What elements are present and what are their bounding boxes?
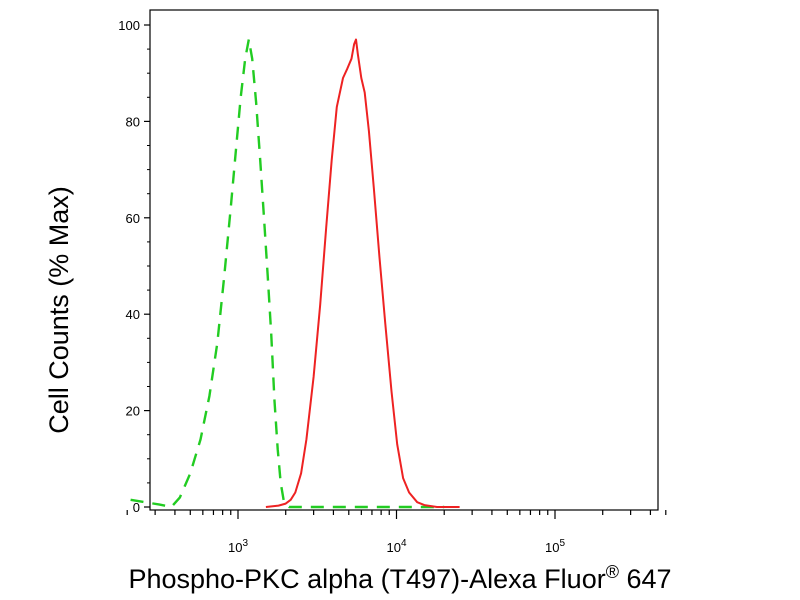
y-tick-label: 0 — [133, 500, 140, 515]
x-tick-base: 10 — [228, 540, 242, 555]
x-tick-base: 10 — [386, 540, 400, 555]
x-tick-base: 10 — [545, 540, 559, 555]
x-tick-exponent: 4 — [401, 538, 407, 549]
x-tick-exponent: 3 — [242, 538, 248, 549]
x-tick-label: 105 — [545, 538, 565, 555]
y-tick-label: 40 — [126, 307, 140, 322]
y-axis-title: Cell Counts (% Max) — [44, 186, 74, 434]
x-axis-title-main: Phospho-PKC alpha (T497)-Alexa Fluor — [128, 564, 605, 594]
y-tick-label: 60 — [126, 211, 140, 226]
y-tick-label: 100 — [118, 18, 140, 33]
x-axis: 103 104 105 — [126, 510, 667, 555]
x-axis-title-suffix: 647 — [619, 564, 672, 594]
y-tick-label: 20 — [126, 404, 140, 419]
y-tick-label: 80 — [126, 114, 140, 129]
plot-frame — [149, 9, 659, 511]
x-tick-label: 103 — [228, 538, 248, 555]
x-axis-title: Phospho-PKC alpha (T497)-Alexa Fluor® 64… — [128, 562, 671, 594]
x-tick-label: 104 — [386, 538, 406, 555]
series-layer — [130, 38, 460, 509]
series-line-dashed — [130, 38, 445, 509]
y-axis: 0 20 40 60 80 100 — [118, 18, 150, 515]
x-axis-title-superscript: ® — [606, 562, 619, 582]
series-line-solid — [265, 38, 460, 508]
x-tick-exponent: 5 — [559, 538, 565, 549]
